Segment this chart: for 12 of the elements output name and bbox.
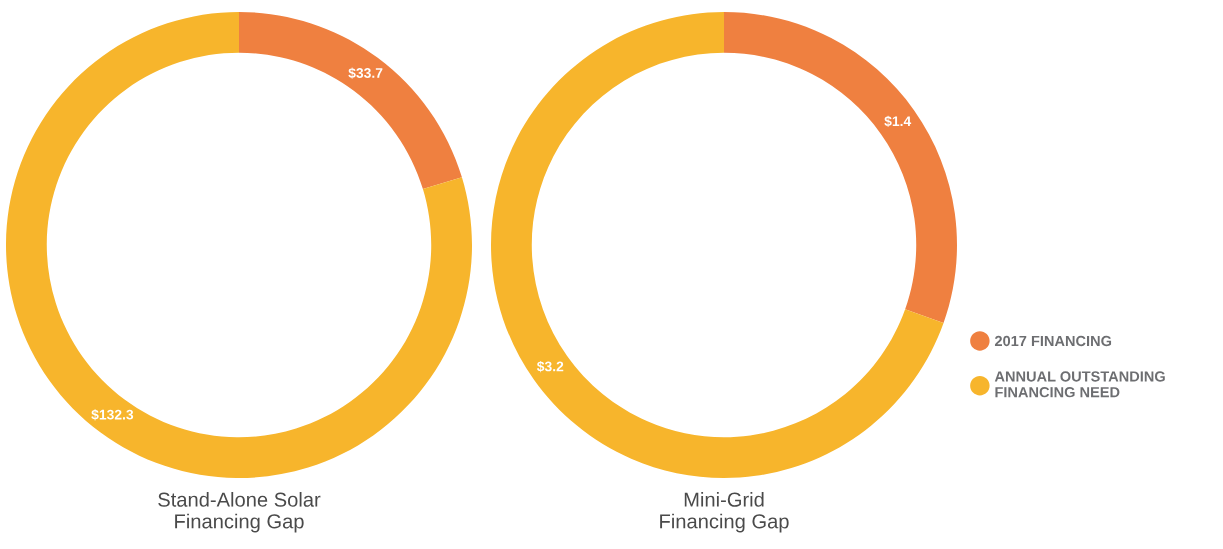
text: Stand-Alone Solar Financing Gap: [158, 491, 321, 533]
donut-slice: [491, 12, 944, 478]
donut-slice: [724, 12, 957, 324]
donut-slice: [6, 12, 472, 478]
data-label: $3.2: [536, 360, 564, 373]
text: Mini-Grid Financing Gap: [660, 491, 789, 533]
data-label: $1.4: [884, 115, 912, 128]
data-label: $132.3: [91, 409, 134, 421]
legend-label: 2017 FINANCING: [994, 335, 1112, 347]
donut-slice: [239, 12, 462, 190]
legend-label: ANNUAL OUTSTANDING FINANCING NEED: [994, 371, 1165, 398]
data-label: $33.7: [348, 67, 383, 79]
